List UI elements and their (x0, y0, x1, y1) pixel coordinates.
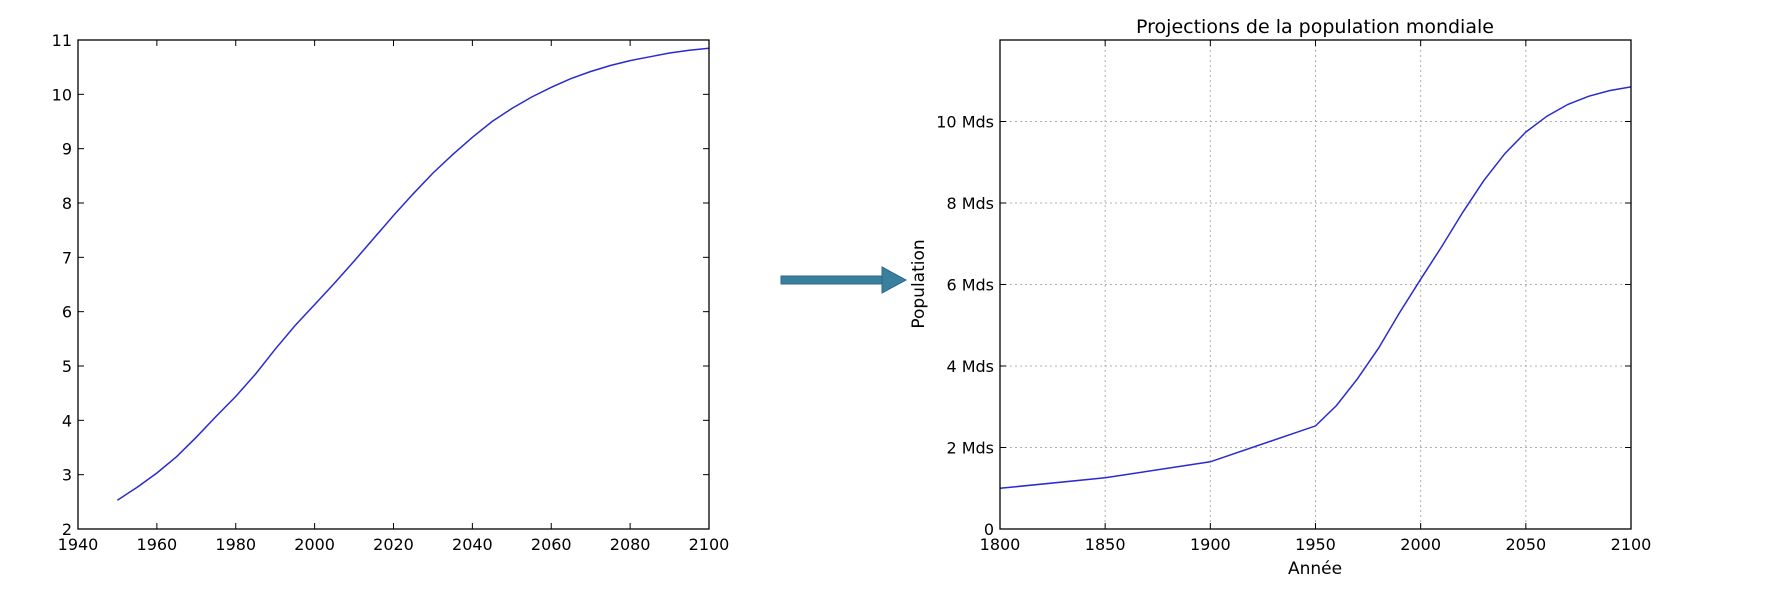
y-tick-label: 4 Mds (946, 357, 994, 376)
y-tick-label: 6 (62, 303, 72, 322)
x-tick-label: 1960 (137, 535, 178, 554)
x-tick-label: 2100 (1611, 535, 1652, 554)
chart-left-ticks (77, 39, 710, 530)
x-tick-label: 1850 (1085, 535, 1126, 554)
x-tick-label: 1940 (58, 535, 99, 554)
x-tick-label: 1800 (980, 535, 1021, 554)
chart-left-frame (77, 39, 710, 530)
y-tick-label: 8 Mds (946, 194, 994, 213)
chart-right-grid (1000, 40, 1631, 529)
y-tick-label: 3 (62, 466, 72, 485)
right-arrow-icon (780, 266, 908, 294)
x-tick-label: 2000 (294, 535, 335, 554)
chart-right-frame (999, 39, 1632, 530)
y-tick-label: 5 (62, 357, 72, 376)
y-tick-label: 4 (62, 411, 72, 430)
x-tick-label: 2060 (531, 535, 572, 554)
x-tick-label: 2080 (610, 535, 651, 554)
y-tick-label: 8 (62, 194, 72, 213)
chart-left: 1940 1960 1980 2000 2020 2040 2060 2080 2100 2 3 4 5… (52, 31, 730, 554)
x-tick-label: 2020 (373, 535, 414, 554)
chart-left-series-line (116, 47, 710, 501)
chart-right-ticks (999, 40, 1632, 530)
y-tick-label: 6 Mds (946, 276, 994, 295)
y-tick-label: 10 Mds (936, 113, 994, 132)
x-tick-label: 2100 (689, 535, 730, 554)
y-tick-label: 2 Mds (946, 439, 994, 458)
y-tick-label: 9 (62, 140, 72, 159)
y-tick-label: 2 (62, 520, 72, 539)
x-tick-label: 2000 (1400, 535, 1441, 554)
chart-title: Projections de la population mondiale (1136, 16, 1494, 38)
x-tick-label: 2040 (452, 535, 493, 554)
y-tick-label: 0 (984, 520, 994, 539)
chart-right: 1800 1850 1900 1950 2000 2050 2100 0 2 Mds 4 Mds 6… (909, 16, 1651, 579)
y-tick-label: 7 (62, 248, 72, 267)
x-axis-title: Année (1288, 559, 1342, 579)
x-tick-label: 1950 (1295, 535, 1336, 554)
y-tick-label: 10 (52, 85, 72, 104)
chart-right-tick-labels: 1800 1850 1900 1950 2000 2050 2100 0 2 Mds 4 Mds 6… (936, 113, 1651, 555)
chart-left-tick-labels: 1940 1960 1980 2000 2020 2040 2060 2080 2100 2 3 4 5… (52, 31, 730, 554)
x-tick-label: 2050 (1505, 535, 1546, 554)
x-tick-label: 1980 (215, 535, 256, 554)
y-tick-label: 11 (52, 31, 72, 50)
y-axis-title: Population (909, 239, 929, 328)
x-tick-label: 1900 (1190, 535, 1231, 554)
chart-right-series-line (999, 86, 1632, 490)
